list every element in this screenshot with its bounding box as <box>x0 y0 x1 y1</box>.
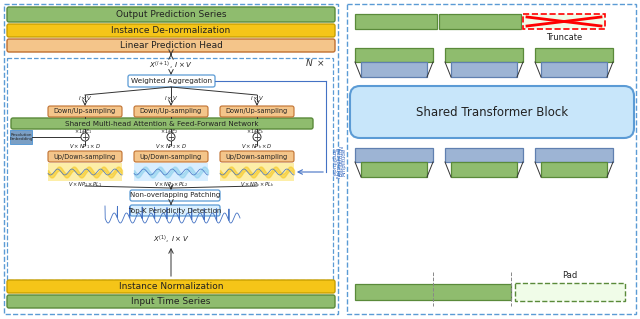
Text: Truncate: Truncate <box>546 33 582 41</box>
Bar <box>7 58 333 280</box>
Text: Output Prediction Series: Output Prediction Series <box>116 10 227 19</box>
Text: $\times 1/PE_1$: $\times 1/PE_1$ <box>74 128 93 137</box>
Text: $N\ \times$: $N\ \times$ <box>305 57 325 69</box>
Bar <box>445 148 523 162</box>
Text: Instance Normalization: Instance Normalization <box>119 282 223 291</box>
Bar <box>361 62 427 77</box>
Text: Resolution
Embedding: Resolution Embedding <box>9 133 33 141</box>
Text: Linear Prediction Head: Linear Prediction Head <box>120 41 223 50</box>
Text: Down/Up-sampling: Down/Up-sampling <box>140 108 202 115</box>
Text: +: + <box>81 132 88 142</box>
Text: Input Time Series: Input Time Series <box>131 297 211 306</box>
Text: Up/Down-sampling: Up/Down-sampling <box>140 153 202 160</box>
Text: $V\times NP_1\times PL_1$: $V\times NP_1\times PL_1$ <box>68 181 102 189</box>
Bar <box>48 163 122 181</box>
FancyBboxPatch shape <box>130 205 220 216</box>
Text: Pad: Pad <box>563 271 578 280</box>
Text: Up/Down-sampling: Up/Down-sampling <box>54 153 116 160</box>
Text: +: + <box>253 132 260 142</box>
Bar <box>355 284 511 300</box>
FancyBboxPatch shape <box>7 24 335 37</box>
Bar <box>134 163 208 181</box>
Text: Normalized
Amplitude: Normalized Amplitude <box>337 146 348 178</box>
Text: $V\times NP_1\times D$: $V\times NP_1\times D$ <box>69 143 101 152</box>
Circle shape <box>81 133 89 141</box>
FancyBboxPatch shape <box>48 106 122 117</box>
Text: $X^{(l+1)},\ I\times V$: $X^{(l+1)},\ I\times V$ <box>149 60 193 72</box>
Text: Top-K Periodicity Detection: Top-K Periodicity Detection <box>128 207 221 213</box>
FancyBboxPatch shape <box>128 75 215 87</box>
Bar <box>439 14 521 29</box>
FancyBboxPatch shape <box>7 7 335 22</box>
FancyBboxPatch shape <box>7 280 335 293</box>
Bar <box>10 130 32 144</box>
Bar <box>451 162 517 177</box>
Text: Weighted Aggregation: Weighted Aggregation <box>131 78 212 84</box>
FancyBboxPatch shape <box>134 151 208 162</box>
FancyBboxPatch shape <box>220 151 294 162</box>
Bar <box>355 148 433 162</box>
Text: $I\times V$: $I\times V$ <box>78 94 92 102</box>
Text: $V\times NP_k\times D$: $V\times NP_k\times D$ <box>241 143 273 152</box>
Text: $\times 1/PE_2$: $\times 1/PE_2$ <box>160 128 179 137</box>
Circle shape <box>253 133 261 141</box>
Text: Instance De-normalization: Instance De-normalization <box>111 26 230 35</box>
Bar <box>355 48 433 62</box>
Text: Normalized
Amplitude: Normalized Amplitude <box>331 146 341 178</box>
Text: $X^{(1)},\ I\times V$: $X^{(1)},\ I\times V$ <box>153 234 189 246</box>
Bar <box>541 62 607 77</box>
FancyBboxPatch shape <box>134 106 208 117</box>
Text: $I\times V$: $I\times V$ <box>164 94 178 102</box>
FancyBboxPatch shape <box>11 118 313 129</box>
Bar <box>523 14 605 29</box>
Bar <box>4 4 338 314</box>
Text: $V\times NP_2\times PL_2$: $V\times NP_2\times PL_2$ <box>154 181 188 189</box>
FancyBboxPatch shape <box>130 190 220 201</box>
Text: +: + <box>168 132 175 142</box>
Text: Down/Up-sampling: Down/Up-sampling <box>226 108 288 115</box>
Text: $I\times V$: $I\times V$ <box>250 94 264 102</box>
Bar <box>535 148 613 162</box>
FancyBboxPatch shape <box>7 39 335 52</box>
Bar <box>535 48 613 62</box>
Text: Shared Transformer Block: Shared Transformer Block <box>416 106 568 118</box>
Text: Down/Up-sampling: Down/Up-sampling <box>54 108 116 115</box>
Bar <box>445 48 523 62</box>
Bar <box>220 163 294 181</box>
Bar <box>451 62 517 77</box>
Bar <box>515 283 625 301</box>
Text: $V\times NP_k\times PL_k$: $V\times NP_k\times PL_k$ <box>240 181 275 189</box>
Text: $V\times NP_2\times D$: $V\times NP_2\times D$ <box>155 143 187 152</box>
FancyBboxPatch shape <box>350 86 634 138</box>
FancyBboxPatch shape <box>220 106 294 117</box>
Text: Up/Down-sampling: Up/Down-sampling <box>226 153 288 160</box>
Text: Shared Multi-head Attention & Feed-Forward Network: Shared Multi-head Attention & Feed-Forwa… <box>65 121 259 127</box>
Text: Non-overlapping Patching: Non-overlapping Patching <box>130 192 220 198</box>
FancyBboxPatch shape <box>7 295 335 308</box>
Bar <box>355 14 437 29</box>
Bar <box>541 162 607 177</box>
FancyBboxPatch shape <box>48 151 122 162</box>
Text: $\times 1/PE_k$: $\times 1/PE_k$ <box>246 128 265 137</box>
Circle shape <box>167 133 175 141</box>
Bar <box>347 4 636 314</box>
Bar <box>361 162 427 177</box>
